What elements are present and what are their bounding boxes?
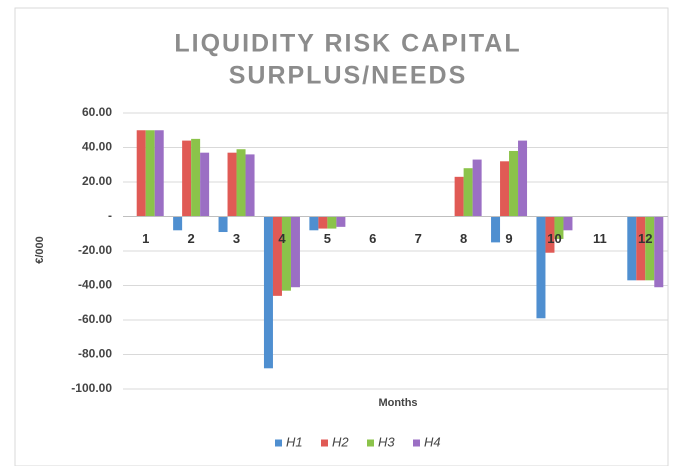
x-tick-label: 5 — [324, 231, 331, 246]
legend-swatch — [367, 439, 374, 447]
bar — [509, 150, 519, 217]
y-tick-label: -100.00 — [71, 381, 112, 395]
x-tick-label: 1 — [142, 231, 149, 246]
bar — [336, 216, 346, 227]
x-tick-label: 10 — [547, 231, 561, 246]
y-tick-label: -40.00 — [78, 278, 112, 292]
x-tick-label: 12 — [638, 231, 652, 246]
x-tick-label: 2 — [188, 231, 195, 246]
y-tick-label: -80.00 — [78, 347, 112, 361]
y-tick-label: -60.00 — [78, 312, 112, 326]
bar — [545, 216, 555, 253]
x-tick-label: 4 — [278, 231, 286, 246]
y-tick-label: 40.00 — [82, 140, 112, 154]
legend-label: H3 — [378, 434, 395, 449]
bar — [290, 216, 300, 288]
bar — [309, 216, 319, 231]
chart-title: SURPLUS/NEEDS — [229, 62, 468, 90]
bar — [454, 176, 464, 217]
legend-label: H4 — [424, 434, 441, 449]
x-tick-label: 8 — [460, 231, 467, 246]
bar — [472, 159, 482, 217]
bar — [154, 130, 164, 217]
chart-title: LIQUIDITY RISK CAPITAL — [174, 30, 521, 58]
bar — [281, 216, 291, 291]
bar — [636, 216, 646, 281]
legend-swatch — [321, 439, 328, 447]
bar — [645, 216, 655, 281]
bar — [200, 152, 210, 217]
legend-swatch — [275, 439, 282, 447]
bar — [500, 161, 510, 217]
bar — [563, 216, 573, 231]
bar — [145, 130, 155, 217]
bar — [518, 140, 528, 217]
bar — [327, 216, 337, 229]
chart-frame — [14, 7, 669, 466]
bar — [173, 216, 183, 231]
bar — [272, 216, 282, 296]
x-tick-label: 3 — [233, 231, 240, 246]
legend-label: H1 — [286, 434, 303, 449]
y-tick-label: 20.00 — [82, 174, 112, 188]
x-tick-label: 6 — [369, 231, 376, 246]
bar — [463, 168, 473, 217]
y-tick-label: - — [108, 209, 112, 223]
bar — [491, 216, 501, 243]
legend-swatch — [413, 439, 420, 447]
y-axis-label: €/000 — [34, 236, 46, 264]
bar — [236, 149, 246, 217]
bar — [136, 130, 146, 217]
bar — [191, 138, 201, 217]
y-tick-label: -20.00 — [78, 243, 112, 257]
bar — [245, 154, 255, 217]
x-tick-label: 11 — [593, 231, 607, 246]
bar — [227, 152, 237, 217]
bar — [263, 216, 273, 369]
x-axis-label: Months — [378, 397, 417, 409]
bar — [536, 216, 546, 319]
bar — [654, 216, 664, 288]
x-tick-label: 7 — [415, 231, 422, 246]
bar — [554, 216, 564, 239]
bar — [182, 140, 192, 217]
bar — [627, 216, 637, 281]
legend-label: H2 — [332, 434, 349, 449]
x-tick-label: 9 — [505, 231, 512, 246]
bar — [218, 216, 228, 233]
y-tick-label: 60.00 — [82, 105, 112, 119]
bar — [318, 216, 328, 229]
